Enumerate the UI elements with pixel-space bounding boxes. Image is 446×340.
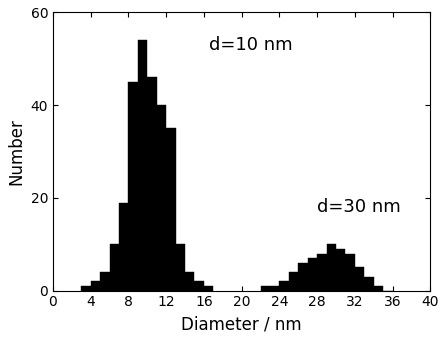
Bar (317, 254, 326, 291)
Bar (185, 272, 194, 291)
Bar (166, 129, 176, 291)
Bar (128, 82, 138, 291)
Bar (336, 249, 345, 291)
Bar (364, 277, 374, 291)
Bar (355, 268, 364, 291)
Bar (100, 272, 110, 291)
Bar (270, 286, 279, 291)
Bar (110, 244, 119, 291)
Bar (298, 263, 308, 291)
Bar (81, 286, 91, 291)
Bar (157, 105, 166, 291)
Bar (176, 244, 185, 291)
Bar (260, 286, 270, 291)
X-axis label: Diameter / nm: Diameter / nm (182, 315, 302, 333)
Y-axis label: Number: Number (7, 118, 25, 185)
Bar (326, 244, 336, 291)
Text: d=30 nm: d=30 nm (317, 198, 401, 216)
Bar (91, 282, 100, 291)
Bar (138, 40, 147, 291)
Bar (147, 78, 157, 291)
Bar (119, 203, 128, 291)
Bar (308, 258, 317, 291)
Text: d=10 nm: d=10 nm (209, 36, 292, 54)
Bar (204, 286, 213, 291)
Bar (289, 272, 298, 291)
Bar (374, 286, 383, 291)
Bar (345, 254, 355, 291)
Bar (279, 282, 289, 291)
Bar (194, 282, 204, 291)
